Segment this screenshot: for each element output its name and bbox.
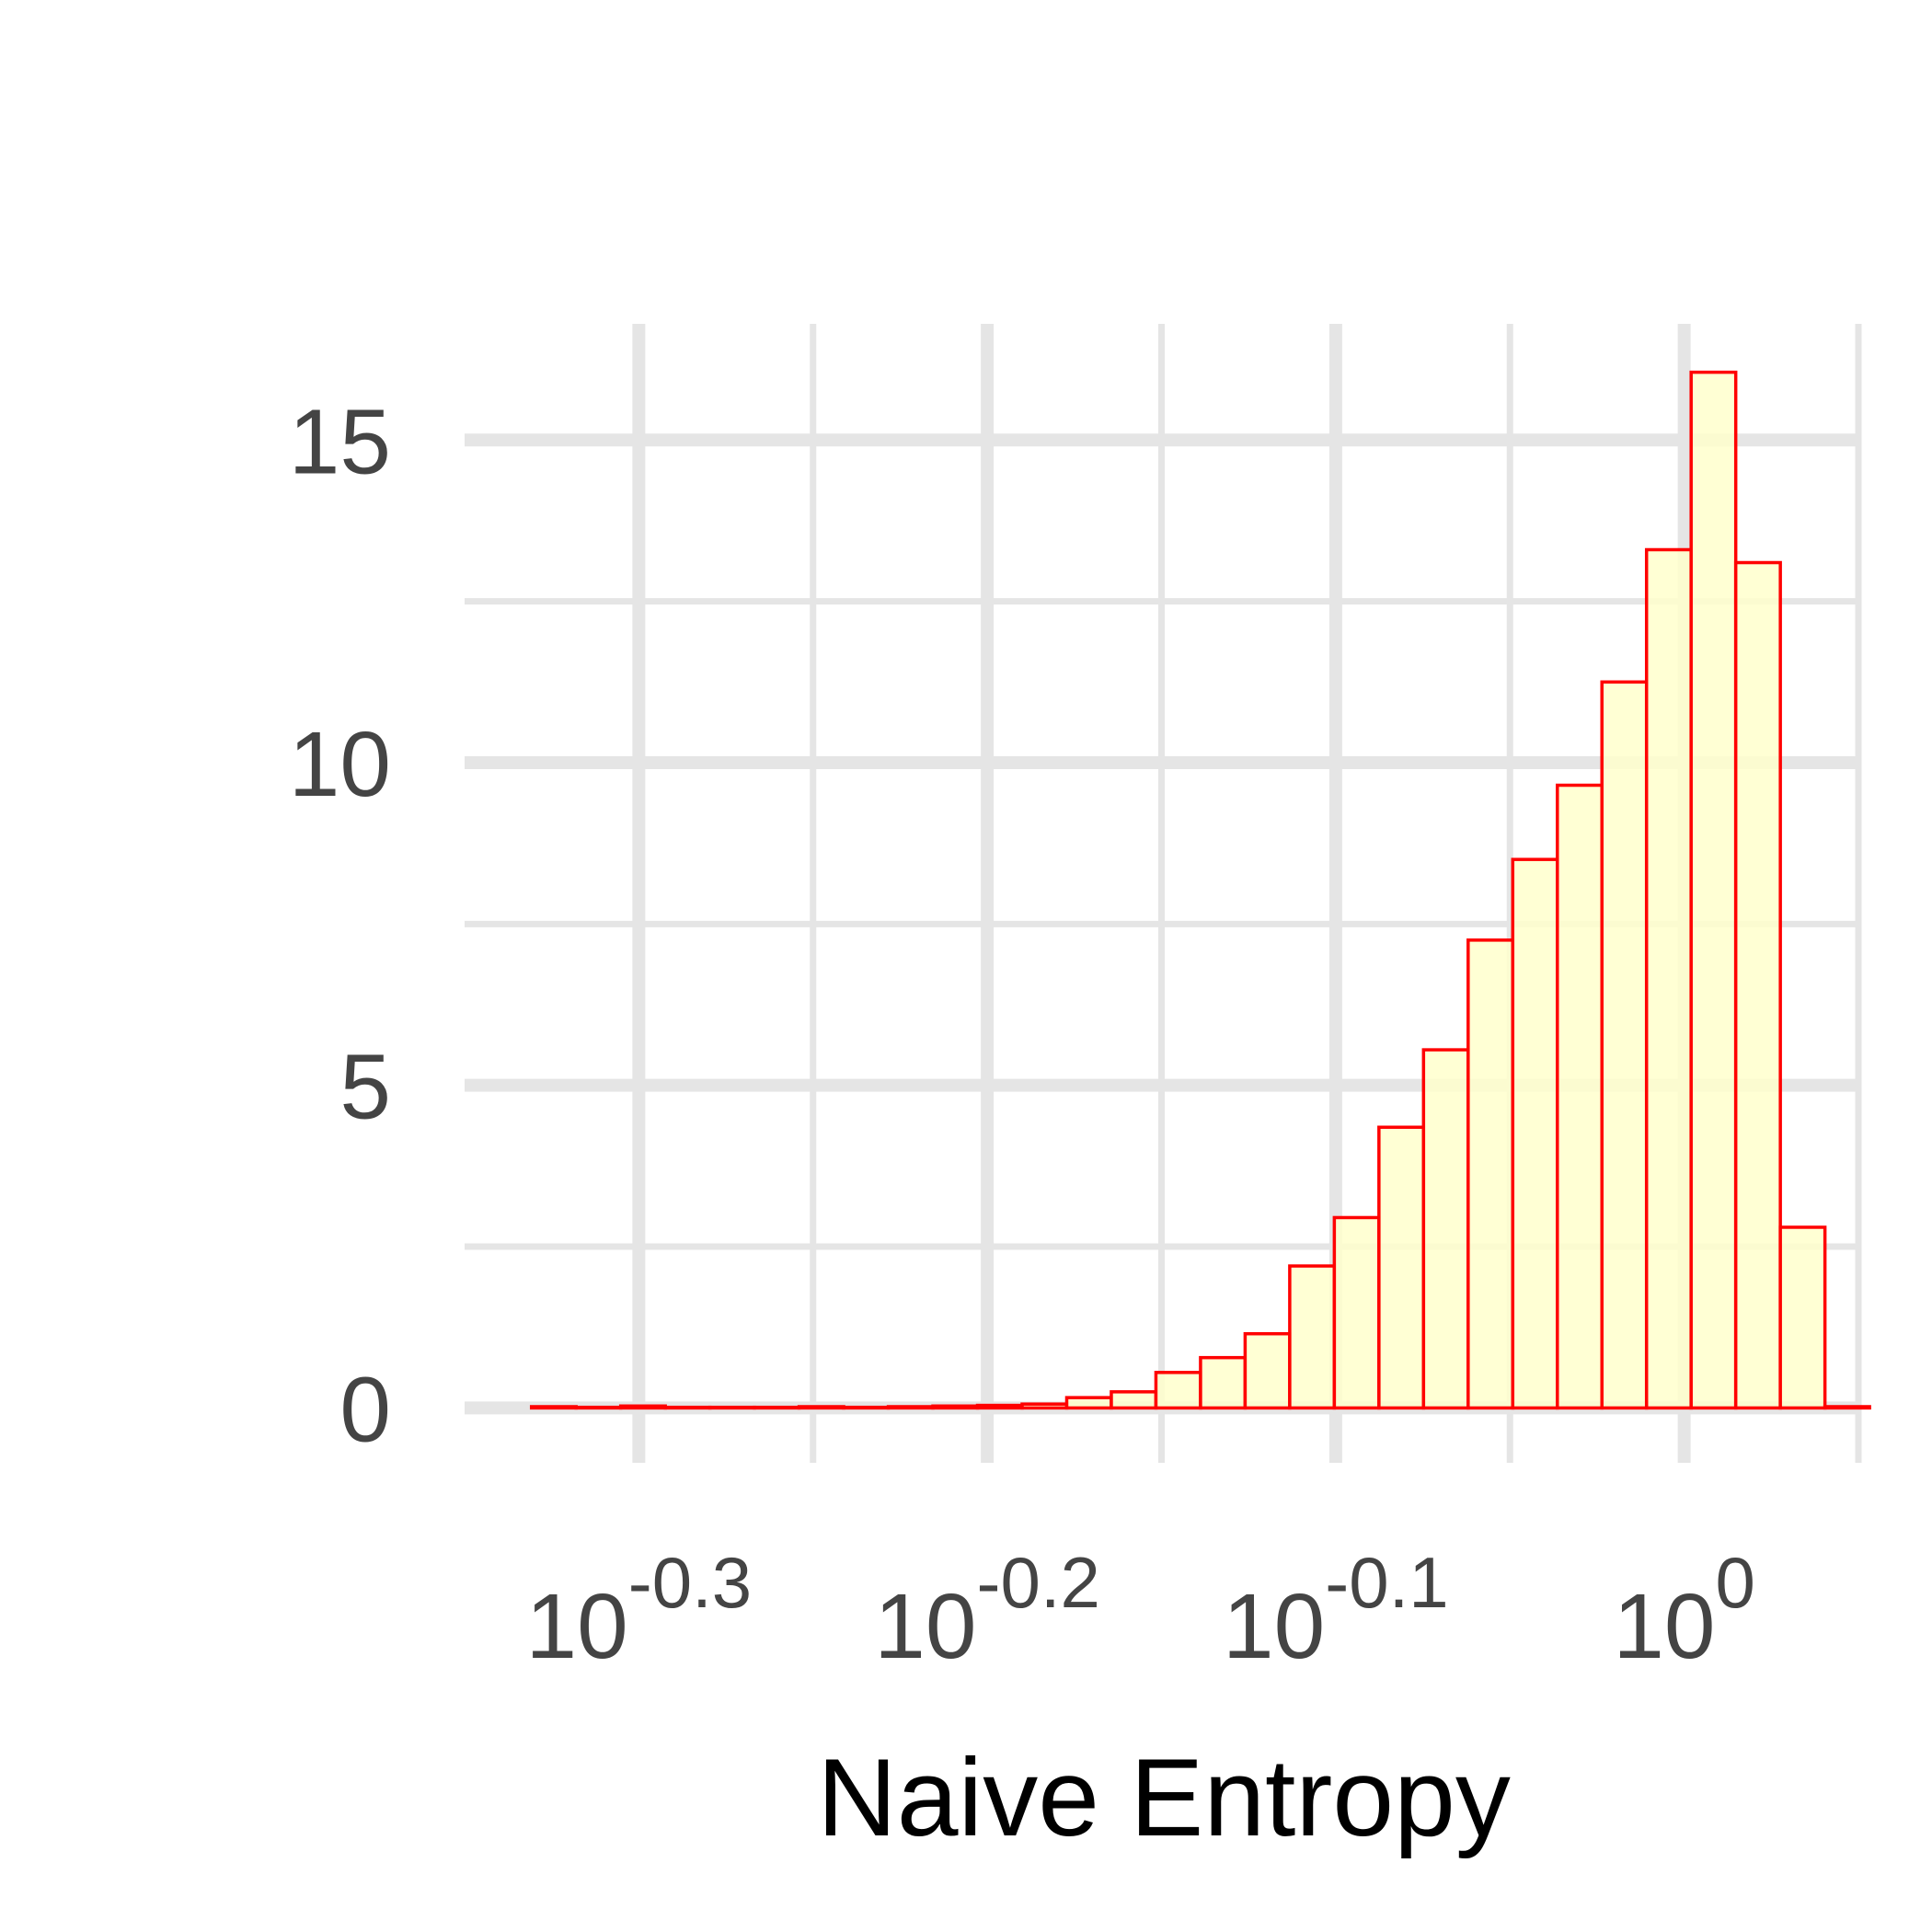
histogram-bar [1733,560,1782,1410]
histogram-bar [529,1405,578,1410]
histogram-bar [886,1405,935,1410]
histogram-bar [1689,370,1738,1410]
x-tick-label: 10-0.1 [1223,1542,1449,1678]
histogram-bars [529,370,1871,1410]
histogram-bar [1199,1355,1248,1410]
histogram-bar [842,1405,891,1410]
histogram-bar [707,1405,756,1410]
histogram-bar [931,1404,980,1410]
histogram-bar [1020,1402,1069,1410]
y-axis-tick-labels: 0 5 10 15 [289,390,391,1461]
histogram-bar [1243,1331,1292,1410]
x-tick-label: 100 [1613,1542,1755,1678]
histogram-bar [618,1404,667,1410]
histogram-bar [1421,1048,1470,1410]
histogram-bar [1778,1225,1827,1410]
histogram-bar [1110,1390,1158,1410]
y-tick-label: 15 [289,390,391,493]
x-tick-label: 10-0.3 [526,1542,753,1678]
histogram-bar [753,1405,801,1410]
histogram-bar [1556,783,1604,1410]
histogram-bar [1600,680,1649,1410]
x-tick-label: 10-0.2 [874,1542,1100,1678]
histogram-bar [1332,1215,1381,1410]
x-axis-tick-labels: 10-0.3 10-0.2 10-0.1 100 [526,1542,1755,1678]
histogram-bar [1823,1405,1871,1410]
histogram-bar [1466,938,1515,1410]
histogram-bar [1154,1371,1202,1410]
histogram-bar [1288,1264,1337,1410]
histogram-bar [1064,1396,1113,1410]
histogram-bar [797,1405,845,1410]
y-tick-label: 5 [339,1036,391,1139]
histogram-bar [663,1405,712,1410]
y-tick-label: 10 [289,713,391,816]
x-axis-title: Naive Entropy [817,1736,1511,1859]
histogram-bar [975,1403,1024,1410]
y-tick-label: 0 [339,1358,391,1461]
histogram-bar [1511,857,1559,1410]
histogram-bar [1377,1125,1426,1410]
histogram-bar [574,1405,623,1410]
histogram-bar [1644,547,1693,1410]
